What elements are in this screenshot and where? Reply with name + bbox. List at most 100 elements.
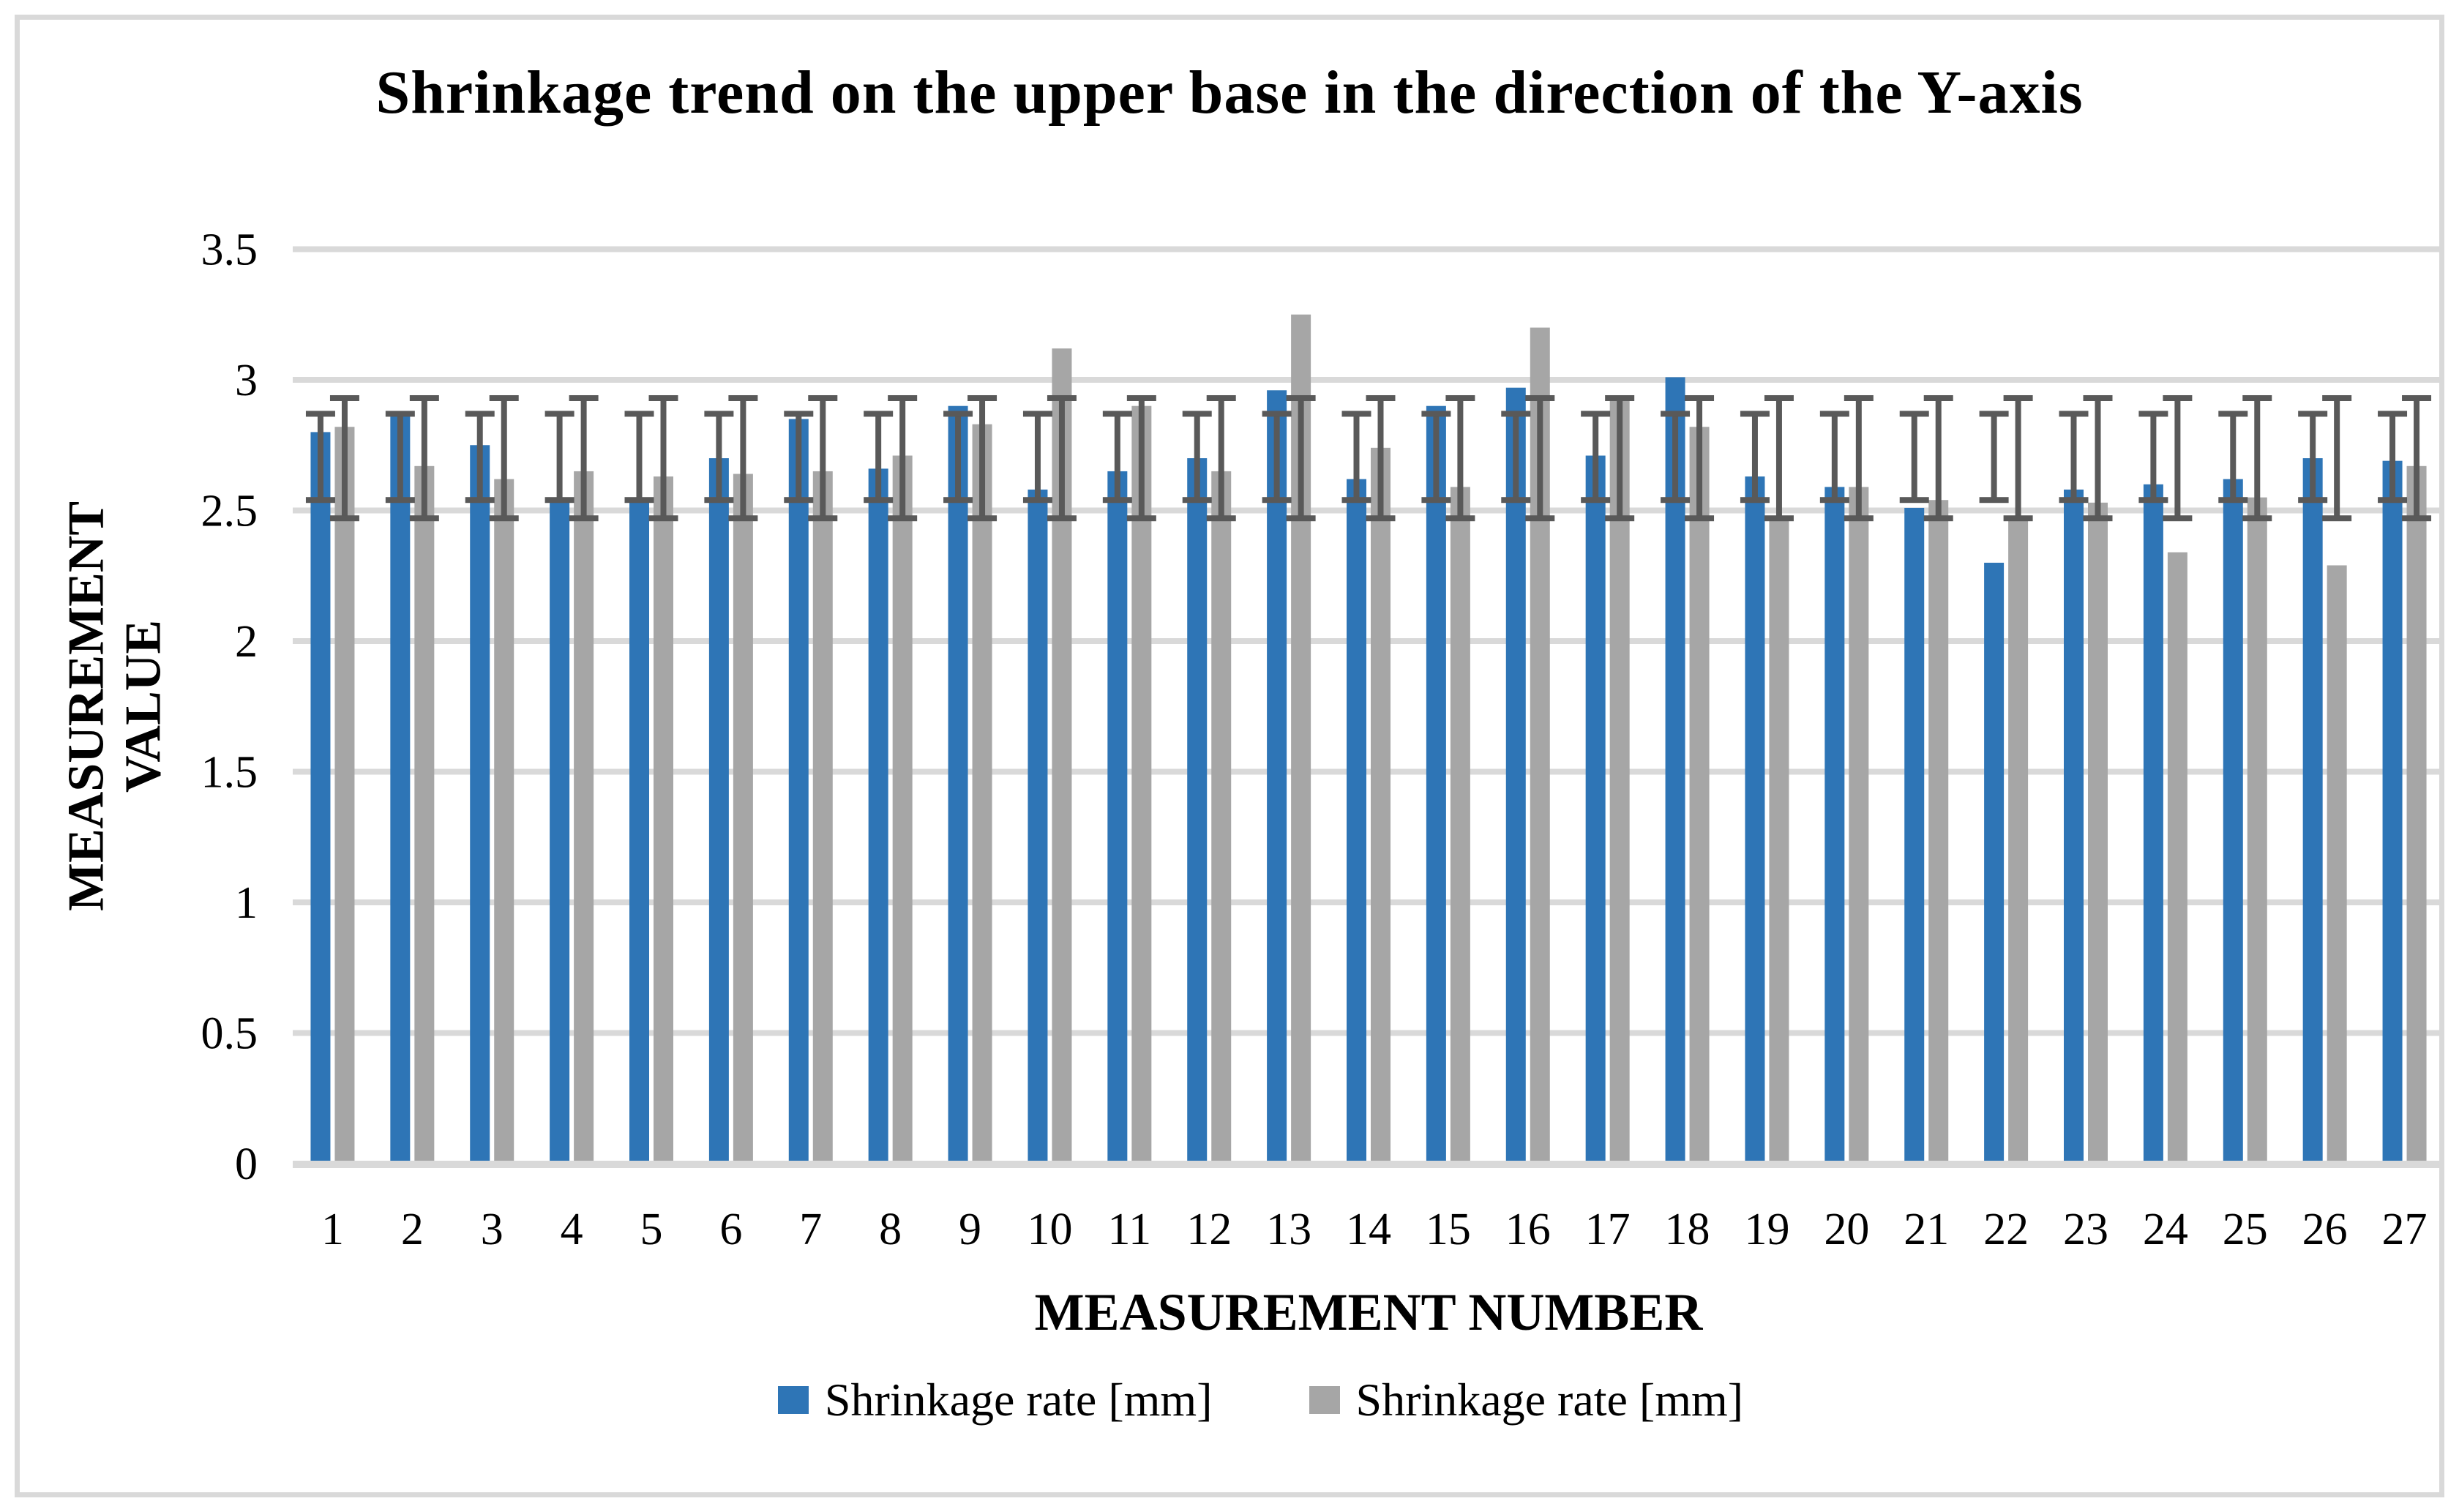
bar-gray-1 — [334, 427, 355, 1164]
error-bar-cap-top — [1844, 394, 1874, 401]
error-bar-blue-4 — [556, 413, 563, 501]
error-bar-gray-23 — [2095, 397, 2101, 519]
error-bar-gray-9 — [979, 397, 986, 519]
error-bar-gray-12 — [1218, 397, 1224, 519]
error-bar-cap-top — [2218, 411, 2248, 417]
bar-gray-7 — [812, 471, 833, 1164]
gridline — [293, 768, 2444, 775]
error-bar-cap-top — [2138, 411, 2168, 417]
error-bar-blue-2 — [397, 413, 403, 501]
error-bar-cap-top — [2083, 394, 2113, 401]
error-bar-cap-top — [1979, 411, 2009, 417]
bar-blue-15 — [1426, 405, 1446, 1164]
error-bar-cap-top — [409, 394, 439, 401]
x-tick-label: 27 — [2382, 1205, 2428, 1254]
error-bar-cap-bottom — [2059, 497, 2089, 504]
bar-blue-20 — [1824, 487, 1845, 1164]
gridline — [293, 377, 2444, 383]
gridline — [293, 638, 2444, 644]
error-bar-cap-bottom — [2138, 497, 2168, 504]
x-tick-label: 2 — [401, 1205, 424, 1254]
error-bar-cap-bottom — [624, 497, 654, 504]
error-bar-blue-16 — [1513, 413, 1519, 501]
error-bar-cap-top — [1102, 411, 1132, 417]
chart-legend: Shrinkage rate [mm] Shrinkage rate [mm] — [0, 1367, 2459, 1433]
error-bar-cap-top — [1525, 394, 1555, 401]
bar-gray-2 — [414, 465, 435, 1164]
bar-blue-13 — [1267, 390, 1287, 1164]
gridline — [293, 246, 2444, 252]
bar-blue-6 — [708, 458, 729, 1164]
bar-blue-3 — [470, 445, 490, 1164]
error-bar-cap-top — [1445, 394, 1475, 401]
error-bar-gray-6 — [740, 397, 746, 519]
bar-blue-25 — [2223, 479, 2243, 1164]
bar-blue-5 — [629, 500, 649, 1164]
error-bar-gray-20 — [1855, 397, 1862, 519]
error-bar-cap-top — [1126, 394, 1156, 401]
error-bar-cap-top — [2322, 394, 2352, 401]
error-bar-blue-19 — [1751, 413, 1758, 501]
error-bar-cap-bottom — [465, 497, 495, 504]
bar-gray-8 — [892, 455, 913, 1164]
bar-blue-2 — [390, 416, 411, 1164]
y-tick-label: 1 — [235, 878, 258, 928]
bar-blue-4 — [550, 500, 570, 1164]
bar-blue-9 — [948, 405, 968, 1164]
bar-gray-3 — [494, 479, 514, 1164]
error-bar-cap-bottom — [1047, 515, 1077, 522]
bar-blue-10 — [1028, 489, 1048, 1164]
error-bar-cap-bottom — [1501, 497, 1531, 504]
error-bar-cap-top — [329, 394, 359, 401]
x-tick-label: 22 — [1983, 1205, 2029, 1254]
x-tick-label: 21 — [1904, 1205, 1949, 1254]
error-bar-cap-top — [1366, 394, 1396, 401]
error-bar-cap-bottom — [1844, 515, 1874, 522]
error-bar-cap-bottom — [2083, 515, 2113, 522]
error-bar-cap-top — [1605, 394, 1635, 401]
gridline — [293, 899, 2444, 905]
error-bar-cap-top — [1581, 411, 1611, 417]
y-tick-label: 0.5 — [201, 1009, 258, 1059]
bar-blue-11 — [1107, 471, 1128, 1164]
bar-blue-8 — [868, 468, 888, 1164]
error-bar-cap-top — [1899, 411, 1929, 417]
error-bar-blue-12 — [1194, 413, 1200, 501]
error-bar-cap-top — [888, 394, 918, 401]
error-bar-gray-5 — [660, 397, 667, 519]
error-bar-blue-18 — [1672, 413, 1679, 501]
x-tick-label: 16 — [1505, 1205, 1551, 1254]
x-tick-label: 20 — [1824, 1205, 1869, 1254]
error-bar-blue-13 — [1273, 413, 1280, 501]
y-tick-label: 3.5 — [201, 225, 258, 275]
error-bar-gray-13 — [1298, 397, 1304, 519]
error-bar-gray-15 — [1457, 397, 1464, 519]
x-tick-label: 15 — [1426, 1205, 1471, 1254]
error-bar-cap-bottom — [1022, 497, 1052, 504]
bar-blue-7 — [788, 419, 809, 1164]
error-bar-blue-25 — [2230, 413, 2237, 501]
bar-gray-23 — [2088, 502, 2108, 1164]
error-bar-gray-22 — [2015, 397, 2021, 519]
error-bar-gray-10 — [1058, 397, 1065, 519]
bar-gray-15 — [1450, 487, 1470, 1164]
x-tick-label: 25 — [2223, 1205, 2268, 1254]
legend-item-series2: Shrinkage rate [mm] — [1309, 1373, 1743, 1427]
bar-gray-22 — [2008, 518, 2029, 1164]
error-bar-cap-bottom — [1525, 515, 1555, 522]
error-bar-cap-top — [1022, 411, 1052, 417]
x-tick-label: 12 — [1186, 1205, 1232, 1254]
x-tick-label: 26 — [2302, 1205, 2348, 1254]
error-bar-gray-4 — [580, 397, 587, 519]
error-bar-cap-top — [624, 411, 654, 417]
x-tick-label: 7 — [799, 1205, 822, 1254]
error-bar-cap-bottom — [489, 515, 519, 522]
error-bar-blue-9 — [955, 413, 962, 501]
error-bar-cap-bottom — [808, 515, 838, 522]
error-bar-cap-bottom — [2322, 515, 2352, 522]
bar-gray-5 — [654, 476, 673, 1164]
x-axis-line — [293, 1161, 2444, 1168]
error-bar-cap-bottom — [1262, 497, 1292, 504]
bar-gray-6 — [733, 474, 753, 1164]
